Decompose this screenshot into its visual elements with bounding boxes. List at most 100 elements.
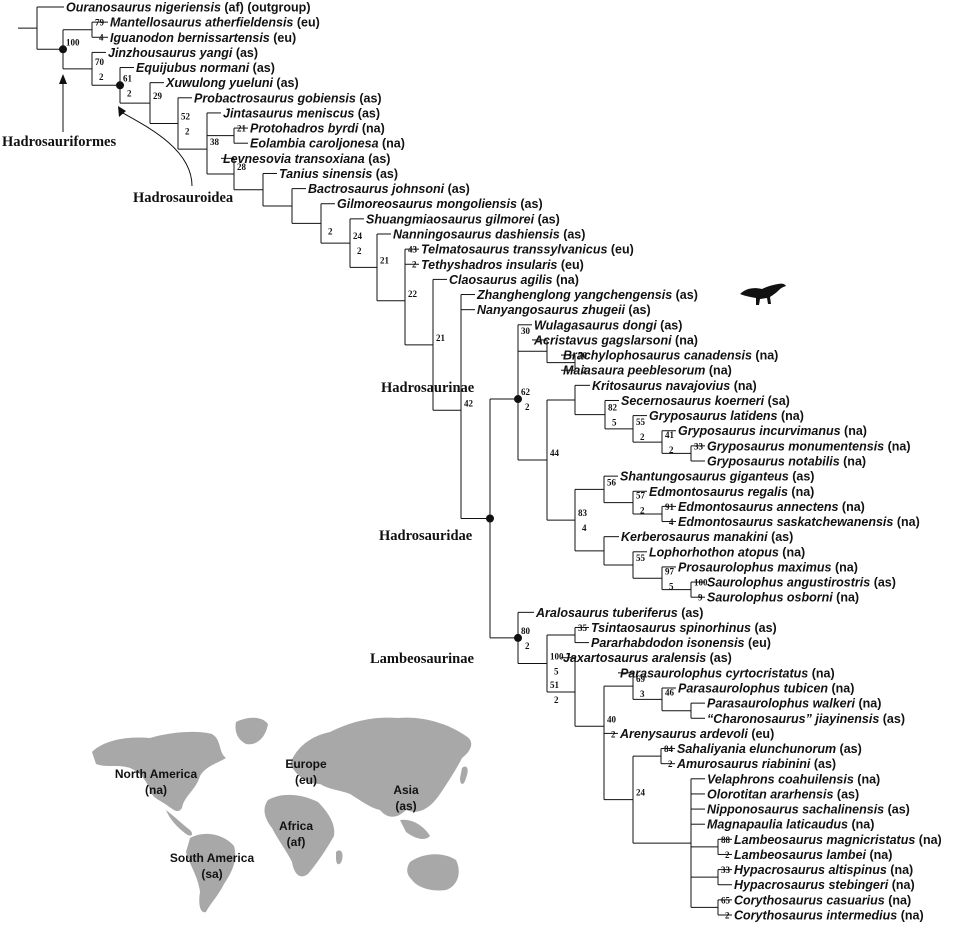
tip-label: Zhanghenglong yangchengensis (as) bbox=[476, 288, 698, 302]
tip-label: Amurosaurus riabinini (as) bbox=[676, 757, 836, 771]
region-code: (as) bbox=[356, 91, 382, 105]
region-code: (as) bbox=[833, 787, 859, 801]
region-code: (na) bbox=[832, 560, 858, 574]
taxon-name: Probactrosaurus gobiensis bbox=[194, 91, 356, 105]
clade-nodes bbox=[59, 45, 522, 642]
bremer-value: 2 bbox=[357, 246, 362, 256]
bootstrap-value: 21 bbox=[436, 333, 446, 343]
taxon-name: Corythosaurus intermedius bbox=[734, 909, 897, 923]
tip-label: Acristavus gagslarsoni (na) bbox=[533, 333, 698, 347]
world-map: North America (na) Europe (eu) Asia (as) Afric… bbox=[92, 717, 472, 913]
bremer-value: 2 bbox=[99, 72, 104, 82]
landmasses bbox=[92, 717, 472, 913]
tip-label: Gryposaurus latidens (na) bbox=[649, 409, 804, 423]
bremer-value: 2 bbox=[725, 910, 730, 920]
map-region-code: (sa) bbox=[201, 867, 222, 881]
bremer-value: 2 bbox=[725, 850, 730, 860]
region-code: (eu) bbox=[748, 727, 774, 741]
tip-label: Saurolophus osborni (na) bbox=[707, 591, 859, 605]
region-code: (na) bbox=[885, 893, 911, 907]
bremer-value: 5 bbox=[554, 667, 559, 677]
tip-label: Parasaurolophus walkeri (na) bbox=[707, 697, 881, 711]
region-code: (as) bbox=[249, 61, 275, 75]
tip-label: Sahaliyania elunchunorum (as) bbox=[677, 742, 862, 756]
region-code: (na) bbox=[808, 666, 834, 680]
greenland-shape bbox=[235, 717, 268, 745]
taxon-name: Gilmoreosaurus mongoliensis bbox=[337, 197, 517, 211]
map-region-code: (na) bbox=[145, 783, 167, 797]
bremer-value: 4 bbox=[669, 517, 674, 527]
map-region-name: Europe bbox=[285, 757, 327, 771]
taxon-name: Eolambia caroljonesa bbox=[250, 137, 379, 151]
tip-label: Tethyshadros insularis (eu) bbox=[421, 258, 584, 272]
tip-labels: Ouranosaurus nigeriensis (af) (outgroup)… bbox=[66, 1, 942, 923]
bootstrap-value: 44 bbox=[550, 448, 560, 458]
bremer-value: 9 bbox=[698, 593, 703, 603]
region-code: (eu) bbox=[745, 636, 771, 650]
region-code: (as) bbox=[273, 76, 299, 90]
bootstrap-value: 82 bbox=[608, 403, 618, 413]
region-code: (as) bbox=[372, 167, 398, 181]
clade-label-hadrosauridae: Hadrosauridae bbox=[379, 528, 473, 544]
tip-label: Eolambia caroljonesa (na) bbox=[250, 137, 405, 151]
tip-label: Mantellosaurus atherfieldensis (eu) bbox=[110, 16, 320, 30]
bootstrap-value: 40 bbox=[607, 714, 617, 724]
region-code: (as) bbox=[354, 106, 380, 120]
region-code: (na) bbox=[841, 424, 867, 438]
region-code: (na) bbox=[379, 137, 405, 151]
map-region-name: North America bbox=[115, 767, 198, 781]
tip-label: Lambeosaurus lambei (na) bbox=[734, 848, 892, 862]
bootstrap-value: 22 bbox=[408, 289, 418, 299]
region-code: (as) bbox=[365, 152, 391, 166]
hadrosaurinae-node bbox=[514, 395, 522, 404]
taxon-name: Tsintaosaurus spinorhinus bbox=[591, 621, 751, 635]
tip-label: Gryposaurus monumentensis (na) bbox=[707, 439, 911, 453]
taxon-name: Hypacrosaurus altispinus bbox=[734, 863, 887, 877]
taxon-name: Protohadros byrdi bbox=[250, 122, 359, 136]
taxon-name: Nanningosaurus dashiensis bbox=[393, 228, 560, 242]
tip-label: Tanius sinensis (as) bbox=[279, 167, 398, 181]
taxon-name: Wulagasaurus dongi bbox=[534, 318, 657, 332]
taxon-name: Parasaurolophus walkeri bbox=[707, 697, 856, 711]
tip-label: Telmatosaurus transsylvanicus (eu) bbox=[421, 243, 634, 257]
tip-label: Jaxartosaurus aralensis (as) bbox=[563, 651, 732, 665]
clade-label-lambeosaurinae: Lambeosaurinae bbox=[370, 651, 474, 667]
taxon-name: Tanius sinensis bbox=[279, 167, 372, 181]
region-code: (as) bbox=[706, 651, 732, 665]
region-code: (as) bbox=[789, 470, 815, 484]
region-code: (na) bbox=[884, 439, 910, 453]
tip-label: Equijubus normani (as) bbox=[136, 61, 275, 75]
tip-label: Probactrosaurus gobiensis (as) bbox=[194, 91, 382, 105]
tip-label: Velaphrons coahuilensis (na) bbox=[707, 772, 880, 786]
taxon-name: Corythosaurus casuarius bbox=[734, 893, 885, 907]
tip-label: Parasaurolophus cyrtocristatus (na) bbox=[620, 666, 835, 680]
bremer-value: 5 bbox=[669, 581, 674, 591]
taxon-name: Levnesovia transoxiana bbox=[223, 152, 365, 166]
bootstrap-value: 88 bbox=[721, 835, 731, 845]
bootstrap-value: 65 bbox=[721, 895, 731, 905]
region-code: (na) bbox=[553, 273, 579, 287]
bootstrap-value: 100 bbox=[694, 578, 708, 588]
tip-label: Nanningosaurus dashiensis (as) bbox=[393, 228, 585, 242]
bremer-value: 2 bbox=[127, 88, 132, 98]
taxon-name: Nanyangosaurus zhugeii bbox=[477, 303, 625, 317]
clade-label-hadrosauriformes: Hadrosauriformes bbox=[2, 134, 116, 150]
taxon-name: Maiasaura peeblesorum bbox=[563, 364, 705, 378]
taxon-name: Jintasaurus meniscus bbox=[223, 106, 354, 120]
tip-label: Pararhabdodon isonensis (eu) bbox=[591, 636, 771, 650]
taxon-name: Jinzhousaurus yangi bbox=[108, 46, 233, 60]
bremer-value: 2 bbox=[185, 126, 190, 136]
taxon-name: Aralosaurus tuberiferus bbox=[535, 606, 678, 620]
map-region-name: Africa bbox=[279, 819, 313, 833]
region-code: (sa) bbox=[764, 394, 790, 408]
region-code: (as) bbox=[768, 530, 794, 544]
bremer-value: 2 bbox=[328, 226, 333, 236]
tip-label: Edmontosaurus saskatchewanensis (na) bbox=[678, 515, 920, 529]
tip-label: Gryposaurus notabilis (na) bbox=[707, 455, 866, 469]
taxon-name: Magnapaulia laticaudus bbox=[707, 818, 848, 832]
region-code: (na) bbox=[828, 682, 854, 696]
tip-label: Maiasaura peeblesorum (na) bbox=[563, 364, 732, 378]
taxon-name: Edmontosaurus saskatchewanensis bbox=[678, 515, 893, 529]
taxon-name: Bactrosaurus johnsoni bbox=[308, 182, 445, 196]
